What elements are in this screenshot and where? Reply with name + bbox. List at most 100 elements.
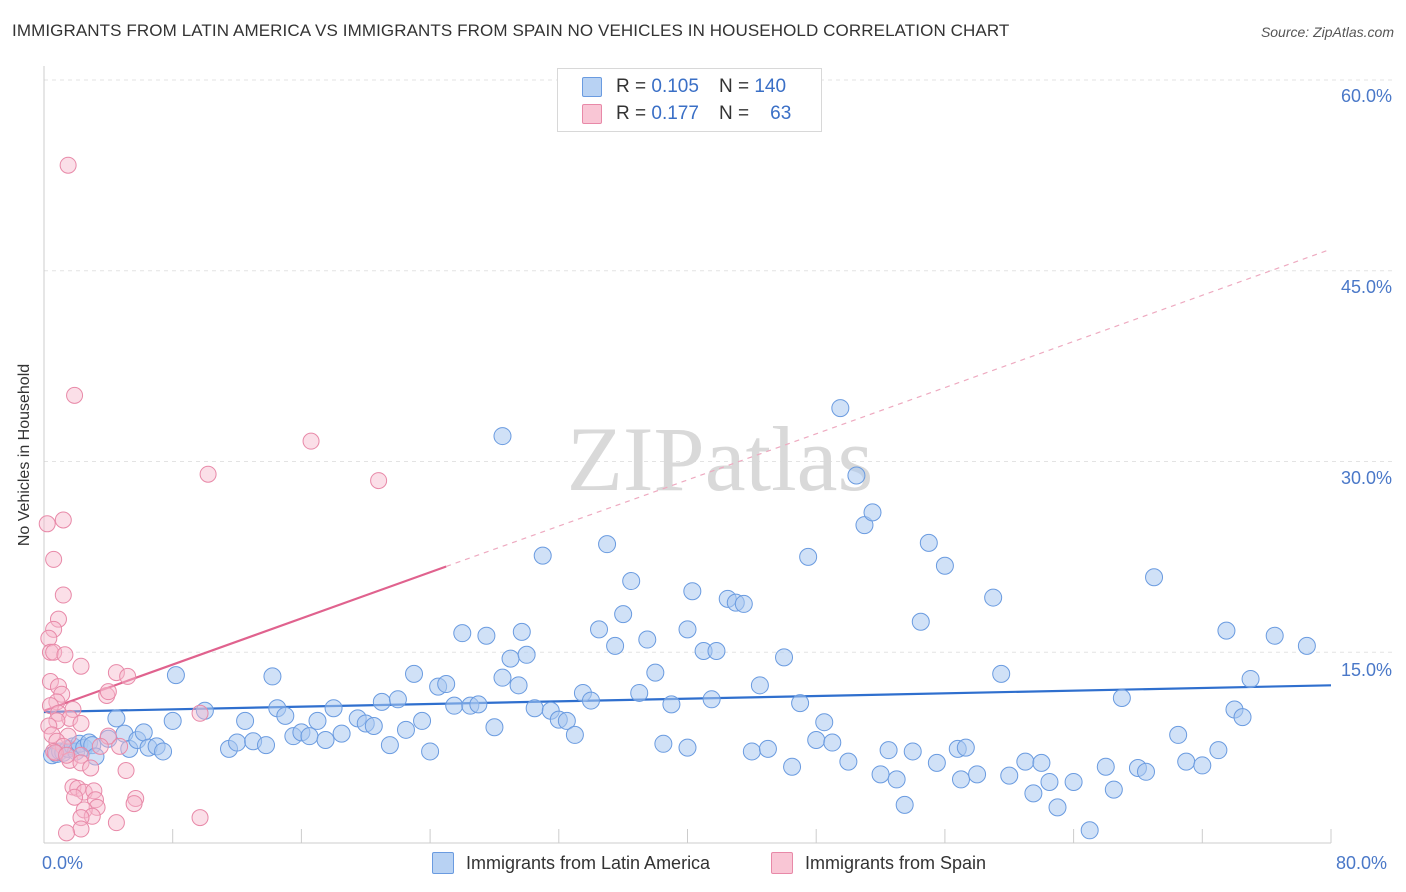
point-latin-america bbox=[525, 699, 544, 718]
point-latin-america bbox=[324, 699, 343, 718]
point-latin-america bbox=[509, 676, 528, 695]
point-latin-america bbox=[968, 765, 987, 784]
point-spain bbox=[72, 820, 90, 838]
legend-n-label: N = bbox=[718, 76, 750, 97]
point-latin-america bbox=[1297, 636, 1316, 655]
point-spain bbox=[58, 746, 76, 764]
point-latin-america bbox=[581, 691, 600, 710]
trend-line-blue bbox=[43, 684, 1332, 714]
point-latin-america bbox=[364, 717, 383, 736]
point-spain bbox=[54, 586, 72, 604]
point-latin-america bbox=[871, 765, 890, 784]
points-spain bbox=[38, 156, 388, 842]
point-spain bbox=[191, 704, 209, 722]
point-spain bbox=[45, 643, 63, 661]
bottom-legend-label-2: Immigrants from Spain bbox=[805, 852, 987, 873]
point-spain bbox=[111, 737, 129, 755]
point-spain bbox=[41, 672, 59, 690]
point-spain bbox=[54, 511, 72, 529]
point-spain bbox=[99, 683, 117, 701]
point-latin-america bbox=[453, 624, 472, 643]
point-spain bbox=[56, 646, 74, 664]
point-latin-america bbox=[565, 725, 584, 744]
point-latin-america bbox=[775, 648, 794, 667]
point-latin-america bbox=[166, 666, 185, 685]
bottom-legend-swatch-pink bbox=[771, 852, 793, 874]
point-latin-america bbox=[1136, 762, 1155, 781]
point-latin-america bbox=[332, 724, 351, 743]
point-latin-america bbox=[154, 742, 173, 761]
point-latin-america bbox=[630, 683, 649, 702]
legend-r-label: R = bbox=[616, 76, 647, 97]
point-latin-america bbox=[956, 738, 975, 757]
correlation-legend: R = 0.105 N = 140 R = 0.177 N = 63 bbox=[557, 68, 822, 132]
point-latin-america bbox=[276, 706, 295, 725]
point-latin-america bbox=[791, 694, 810, 713]
point-latin-america bbox=[707, 641, 726, 660]
point-latin-america bbox=[911, 612, 930, 631]
point-latin-america bbox=[300, 727, 319, 746]
point-latin-america bbox=[815, 713, 834, 732]
point-latin-america bbox=[863, 503, 882, 522]
point-spain bbox=[191, 809, 209, 827]
point-spain bbox=[119, 667, 137, 685]
point-latin-america bbox=[742, 742, 761, 761]
point-latin-america bbox=[799, 547, 818, 566]
bottom-legend-swatch-blue bbox=[432, 852, 454, 874]
point-latin-america bbox=[683, 582, 702, 601]
point-latin-america bbox=[1233, 708, 1252, 727]
trend-line-pink-solid bbox=[43, 565, 447, 712]
point-spain bbox=[61, 751, 79, 769]
point-latin-america bbox=[316, 730, 335, 749]
point-latin-america bbox=[517, 645, 536, 664]
point-latin-america bbox=[1048, 798, 1067, 817]
point-latin-america bbox=[1080, 821, 1099, 840]
trend-line-spain bbox=[43, 248, 1332, 712]
point-latin-america bbox=[678, 738, 697, 757]
point-latin-america bbox=[927, 753, 946, 772]
point-latin-america bbox=[879, 741, 898, 760]
point-latin-america bbox=[512, 622, 531, 641]
y-tick-label-45: 45.0% bbox=[1340, 277, 1392, 297]
point-spain bbox=[40, 717, 58, 735]
point-latin-america bbox=[807, 730, 826, 749]
point-latin-america bbox=[228, 733, 247, 752]
point-spain bbox=[61, 709, 79, 727]
point-latin-america bbox=[992, 664, 1011, 683]
legend-row-latin-america: R = 0.105 N = 140 bbox=[582, 75, 786, 99]
point-latin-america bbox=[1265, 626, 1284, 645]
point-latin-america bbox=[388, 690, 407, 709]
point-spain bbox=[58, 824, 76, 842]
point-latin-america bbox=[831, 399, 850, 418]
point-latin-america bbox=[437, 675, 456, 694]
point-spain bbox=[199, 465, 217, 483]
point-latin-america bbox=[855, 516, 874, 535]
point-spain bbox=[46, 744, 64, 762]
point-latin-america bbox=[533, 546, 552, 565]
point-latin-america bbox=[1104, 780, 1123, 799]
point-latin-america bbox=[839, 752, 858, 771]
point-latin-america bbox=[951, 770, 970, 789]
legend-r-value-2: 0.177 bbox=[651, 103, 699, 124]
point-latin-america bbox=[1024, 784, 1043, 803]
bottom-legend-label-1: Immigrants from Latin America bbox=[466, 852, 711, 873]
point-latin-america bbox=[1064, 772, 1083, 791]
point-latin-america bbox=[405, 664, 424, 683]
points-latin-america bbox=[43, 399, 1316, 840]
point-latin-america bbox=[421, 742, 440, 761]
point-latin-america bbox=[614, 605, 633, 624]
point-latin-america bbox=[372, 692, 391, 711]
legend-r-label: R = bbox=[616, 103, 647, 124]
trend-line-pink-dashed bbox=[445, 248, 1332, 568]
point-latin-america bbox=[678, 620, 697, 639]
y-tick-label-15: 15.0% bbox=[1340, 660, 1392, 680]
point-spain bbox=[117, 762, 135, 780]
point-latin-america bbox=[1241, 669, 1260, 688]
point-latin-america bbox=[1000, 766, 1019, 785]
point-spain bbox=[59, 156, 77, 174]
point-latin-america bbox=[702, 690, 721, 709]
point-spain bbox=[45, 550, 63, 568]
point-latin-america bbox=[1032, 753, 1051, 772]
source-credit: Source: ZipAtlas.com bbox=[1260, 24, 1394, 40]
